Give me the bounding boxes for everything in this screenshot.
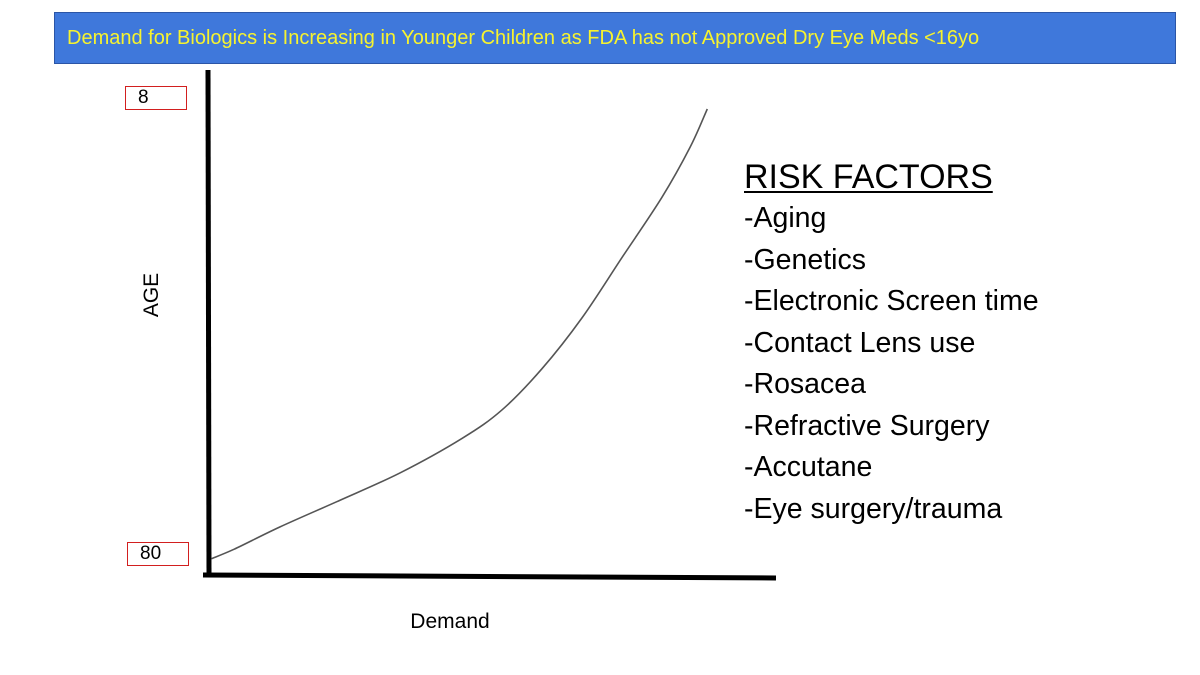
- risk-factors-list: -Aging -Genetics -Electronic Screen time…: [744, 198, 1039, 530]
- y-tick-label-top: 8: [125, 86, 187, 110]
- risk-factor-item: -Genetics: [744, 243, 866, 276]
- series-group: [211, 108, 709, 560]
- risk-factor-item: -Eye surgery/trauma: [744, 492, 1003, 525]
- risk-factors-panel: RISK FACTORS -Aging -Genetics -Electroni…: [744, 156, 1039, 530]
- risk-factor-item: -Accutane: [744, 451, 873, 483]
- risk-factors-title: RISK FACTORS: [744, 158, 993, 196]
- title-banner: Demand for Biologics is Increasing in Yo…: [54, 12, 1176, 64]
- risk-factor-item: -Contact Lens use: [744, 326, 976, 359]
- y-tick-label-bottom: 80: [127, 542, 189, 566]
- risk-factor-item: -Rosacea: [744, 368, 866, 400]
- series-line-0: [211, 108, 709, 560]
- banner-title: Demand for Biologics is Increasing in Yo…: [67, 26, 980, 49]
- risk-factor-item: -Refractive Surgery: [744, 409, 990, 442]
- x-axis-label: Demand: [410, 610, 490, 633]
- y-axis-line: [205, 69, 212, 574]
- risk-factor-item: -Electronic Screen time: [744, 285, 1039, 317]
- risk-factor-item: -Aging: [744, 202, 827, 234]
- y-axis-label: AGE: [140, 272, 163, 318]
- x-axis-line: [202, 572, 777, 581]
